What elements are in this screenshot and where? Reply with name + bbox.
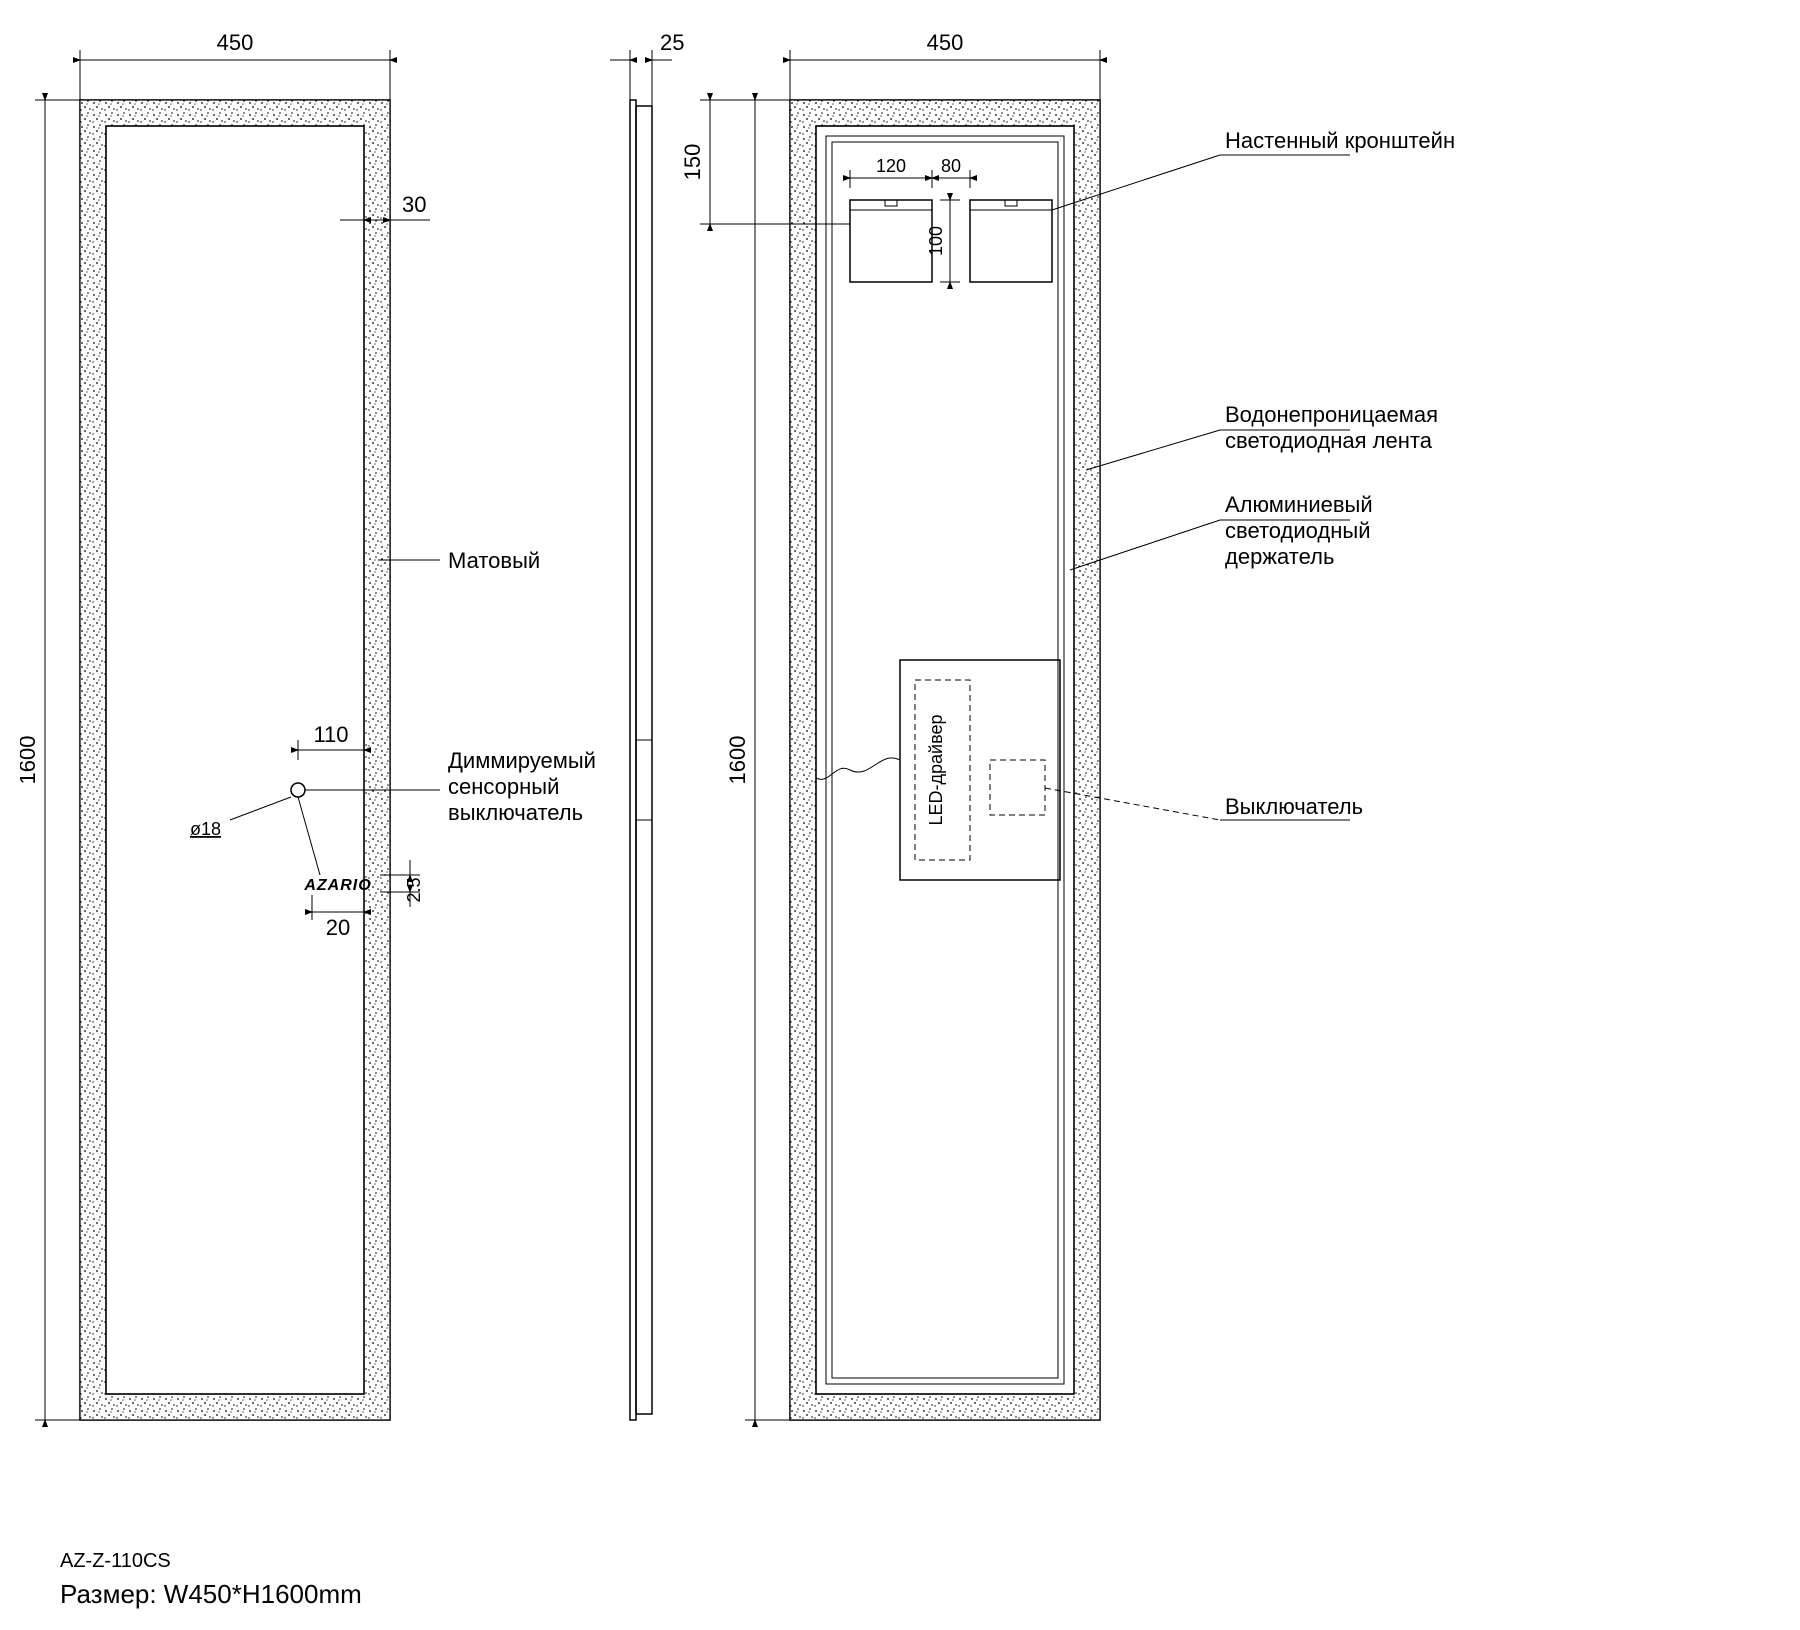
bracket-offset-dim: 150 [680, 144, 705, 181]
frame-thickness-dim: 30 [402, 192, 426, 217]
dimmable-label-2: сенсорный [448, 774, 559, 799]
wall-bracket-left [850, 200, 932, 282]
front-height-dim: 1600 [20, 736, 40, 785]
wall-bracket-right [970, 200, 1052, 282]
holder-label-1: Алюминиевый [1225, 492, 1373, 517]
front-width-dim: 450 [217, 30, 254, 55]
switch-label: Выключатель [1225, 794, 1363, 819]
bracket-gap-dim: 80 [941, 156, 961, 176]
holder-label-3: держатель [1225, 544, 1334, 569]
holder-label-2: светодиодный [1225, 518, 1371, 543]
back-view: 450 1600 150 120 [680, 30, 1455, 1420]
technical-drawing: 450 1600 30 Матовый ø18 110 [20, 20, 1780, 1540]
size-line: Размер: W450*H1600mm [60, 1579, 1780, 1610]
brand-logo: AZARIO [303, 877, 371, 894]
led-strip-label-2: светодиодная лента [1225, 428, 1433, 453]
matte-label: Матовый [448, 548, 540, 573]
bracket-height-dim: 100 [926, 226, 946, 256]
led-strip-label-1: Водонепроницаемая [1225, 402, 1438, 427]
model-code: AZ-Z-110CS [60, 1550, 1780, 1573]
back-width-dim: 450 [927, 30, 964, 55]
dimmable-label-1: Диммируемый [448, 748, 596, 773]
back-height-dim: 1600 [725, 736, 750, 785]
footer: AZ-Z-110CS Размер: W450*H1600mm [20, 1550, 1780, 1610]
brand-width-dim: 20 [326, 915, 350, 940]
driver-label: LED-драйвер [926, 715, 946, 826]
switch-offset-dim: 110 [313, 722, 348, 747]
front-view: 450 1600 30 Матовый ø18 110 [20, 30, 596, 1420]
side-thickness-dim: 25 [660, 30, 684, 55]
dimmable-label-3: выключатель [448, 800, 583, 825]
wall-bracket-label: Настенный кронштейн [1225, 128, 1455, 153]
brand-gap-dim: 2.5 [404, 877, 424, 902]
bracket-width-dim: 120 [876, 156, 906, 176]
side-view: 25 [610, 30, 684, 1420]
switch-diameter-dim: ø18 [190, 819, 221, 839]
